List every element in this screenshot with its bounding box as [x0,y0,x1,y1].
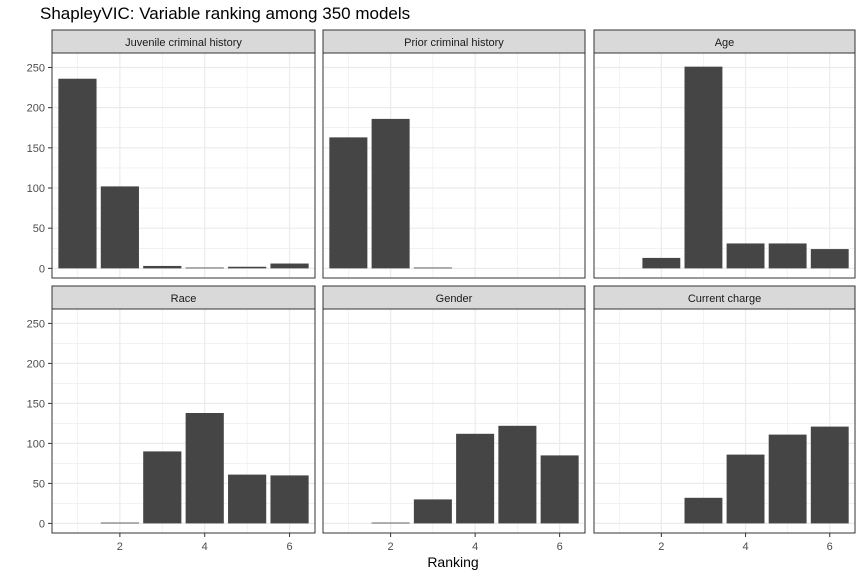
x-tick-label: 6 [286,541,292,553]
y-tick-label: 0 [39,518,45,530]
bar [810,426,849,524]
x-tick-label: 6 [827,541,833,553]
y-tick-label: 250 [27,62,45,74]
bar [371,118,410,269]
bar [498,425,537,524]
bar [768,434,807,524]
facet-strip-label: Age [715,37,735,49]
facet-strip-label: Gender [436,293,473,305]
panel-background [594,53,855,278]
bar [143,265,182,269]
bar [456,433,495,524]
facet-strip-label: Race [171,293,197,305]
bar [810,249,849,269]
bar [371,522,410,524]
bar [726,454,765,524]
bar [540,455,579,524]
panel-border [593,308,856,534]
y-tick-label: 100 [27,183,45,195]
bar [413,499,452,524]
bar [100,522,139,524]
y-tick-label: 150 [27,398,45,410]
bar [329,137,368,269]
x-tick-label: 2 [388,541,394,553]
bar [185,413,224,524]
bar [185,267,224,269]
bar [768,243,807,269]
facet-strip-label: Prior criminal history [404,37,504,49]
bar [100,186,139,269]
bar [143,451,182,524]
y-tick-label: 200 [27,103,45,115]
y-tick-label: 50 [33,223,45,235]
facet-strip-label: Current charge [688,293,761,305]
y-tick-label: 0 [39,263,45,275]
bar [270,475,309,524]
x-tick-label: 4 [742,541,748,553]
x-tick-label: 2 [117,541,123,553]
bar [642,257,681,269]
panel-border [593,52,856,279]
x-tick-label: 6 [557,541,563,553]
y-tick-label: 200 [27,358,45,370]
panel-border [51,52,316,279]
y-tick-label: 100 [27,438,45,450]
bar [684,66,723,269]
bar [270,263,309,269]
facet-strip-label: Juvenile criminal history [125,37,242,49]
x-axis-label: Ranking [427,554,478,570]
y-tick-label: 150 [27,143,45,155]
x-tick-label: 4 [202,541,208,553]
bar [726,243,765,269]
x-tick-label: 4 [472,541,478,553]
y-tick-label: 250 [27,318,45,330]
bar [684,497,723,524]
panel-border [322,308,586,534]
bar [228,474,267,524]
panel-border [51,308,316,534]
chart-title: ShapleyVIC: Variable ranking among 350 m… [40,4,411,23]
panel-border [322,52,586,279]
bar [413,267,452,269]
x-tick-label: 2 [658,541,664,553]
bar [228,266,267,269]
bar [58,78,97,269]
y-tick-label: 50 [33,478,45,490]
